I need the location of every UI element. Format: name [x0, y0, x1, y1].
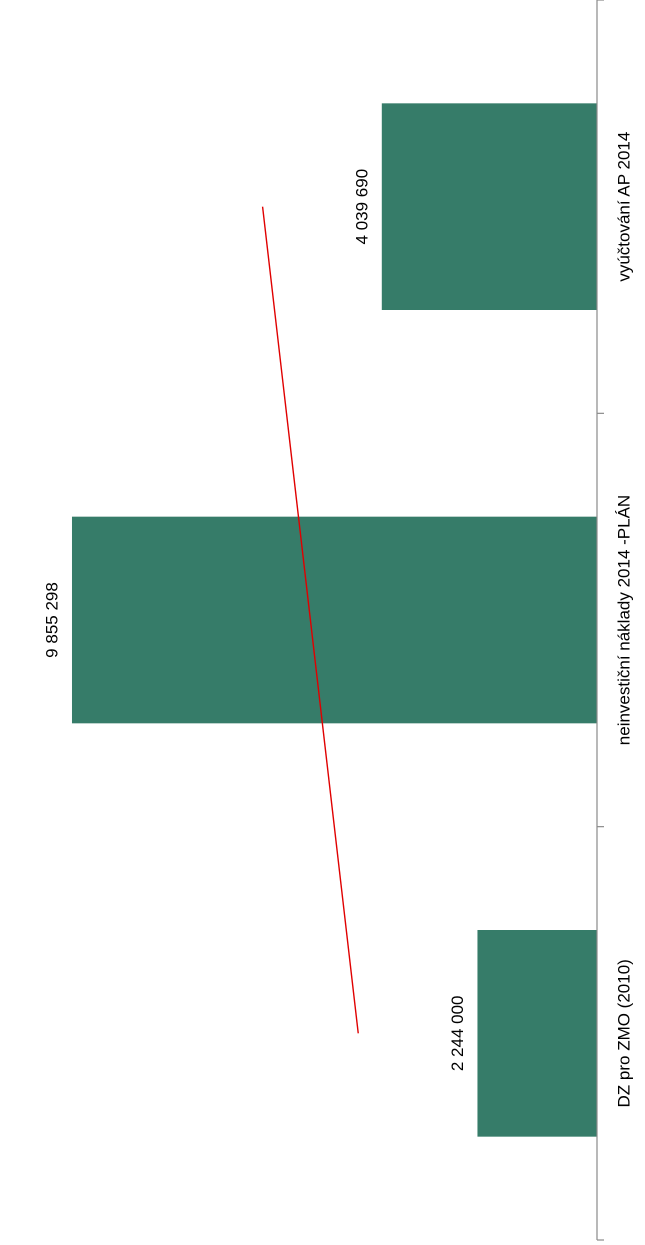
bar-2: [71, 516, 598, 724]
bar-3: [381, 103, 597, 310]
data-label-1: 2 244 000: [448, 996, 467, 1072]
category-label-2: neinvestiční náklady 2014 -PLÁN: [615, 495, 634, 745]
data-label-2: 9 855 298: [42, 582, 61, 658]
category-label-3: vyúčtování AP 2014: [615, 132, 634, 282]
category-axis: [596, 0, 604, 1241]
bars-group: [71, 103, 598, 1137]
category-label-1: DZ pro ZMO (2010): [615, 959, 634, 1107]
trendline-group: [261, 206, 359, 1034]
trendline: [261, 206, 359, 1034]
data-label-3: 4 039 690: [352, 169, 371, 245]
bar-1: [477, 930, 597, 1137]
labels-group: 2 244 000 DZ pro ZMO (2010) 9 855 298 neinv…: [42, 132, 633, 1108]
